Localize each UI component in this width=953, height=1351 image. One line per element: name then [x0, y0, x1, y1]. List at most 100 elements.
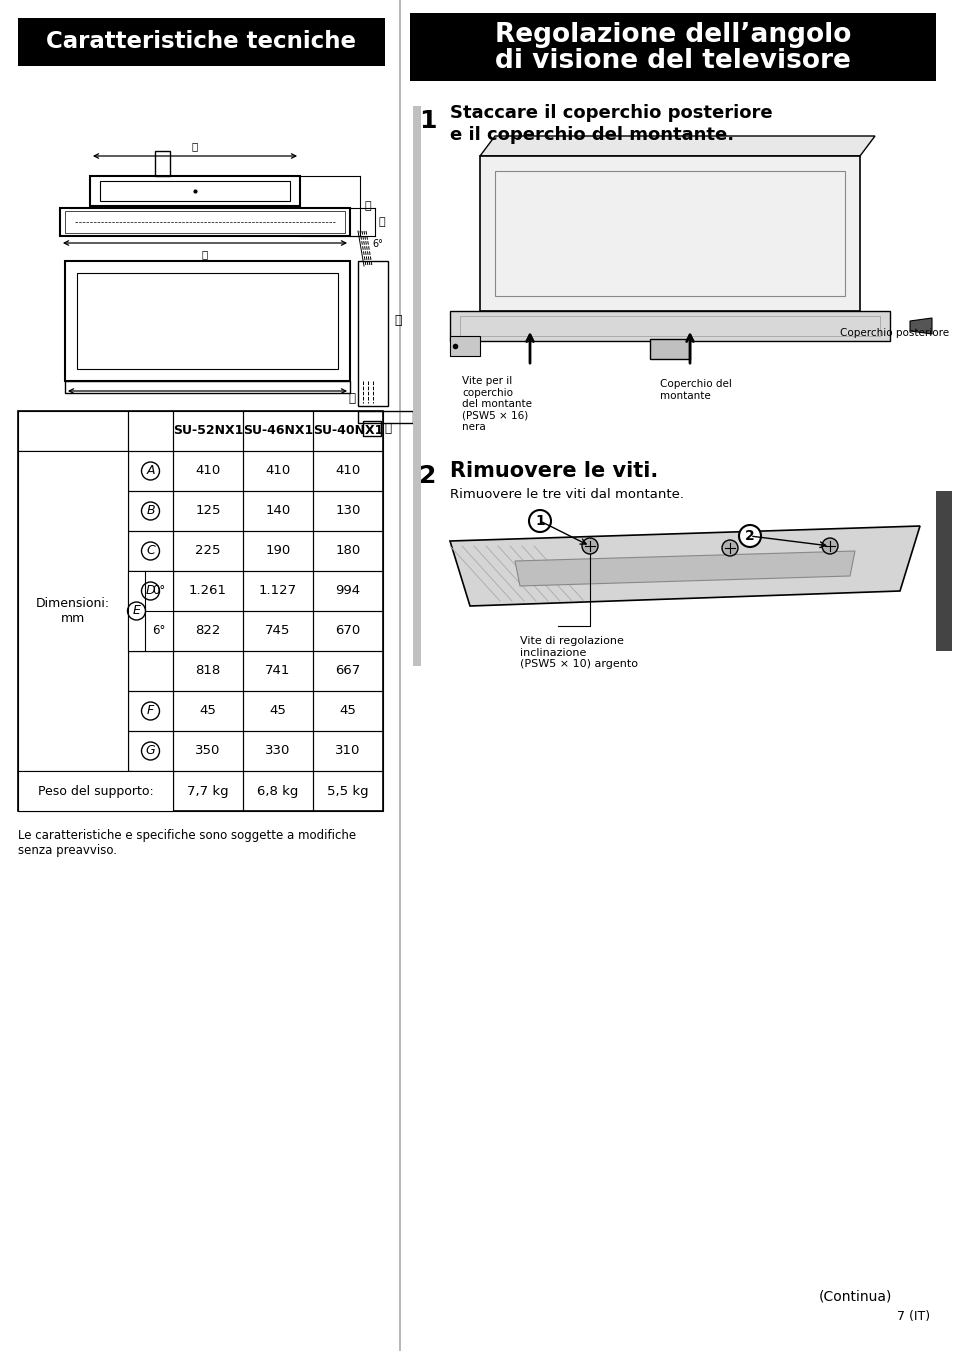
Bar	[18, 571, 128, 611]
Text: 1.127: 1.127	[258, 585, 296, 597]
Bar	[313, 651, 382, 690]
Bar	[459, 316, 879, 336]
Bar	[243, 731, 313, 771]
Circle shape	[721, 540, 738, 557]
Bar	[357, 261, 388, 407]
Bar	[243, 651, 313, 690]
Bar	[18, 731, 128, 771]
Text: 1.261: 1.261	[189, 585, 227, 597]
Bar	[243, 571, 313, 611]
Bar	[65, 211, 345, 232]
Text: 140: 140	[265, 504, 291, 517]
Text: Ⓓ: Ⓓ	[202, 249, 208, 259]
Text: (Continua): (Continua)	[818, 1289, 891, 1302]
Text: e il coperchio del montante.: e il coperchio del montante.	[450, 126, 734, 145]
Bar	[128, 571, 172, 651]
Bar	[172, 490, 243, 531]
Bar	[18, 651, 128, 690]
Text: 180: 180	[335, 544, 360, 558]
Bar	[128, 411, 172, 451]
Text: Vite di regolazione
inclinazione
(PSW5 × 10) argento: Vite di regolazione inclinazione (PSW5 ×…	[519, 636, 638, 669]
Text: 6°: 6°	[152, 624, 166, 638]
Text: 818: 818	[195, 665, 220, 677]
Text: F: F	[147, 704, 154, 717]
Bar	[18, 771, 172, 811]
Bar	[128, 531, 172, 571]
Text: 667: 667	[335, 665, 360, 677]
Bar	[313, 771, 382, 811]
Bar	[243, 690, 313, 731]
Bar	[128, 651, 172, 690]
Text: Coperchio posteriore: Coperchio posteriore	[840, 328, 948, 338]
Text: B: B	[146, 504, 154, 517]
Bar	[313, 411, 382, 451]
Text: 2: 2	[744, 530, 754, 543]
Text: 225: 225	[195, 544, 220, 558]
Bar	[77, 273, 337, 369]
Text: Rimuovere le viti.: Rimuovere le viti.	[450, 461, 658, 481]
Circle shape	[821, 538, 837, 554]
Bar	[100, 181, 290, 201]
Text: C: C	[146, 544, 154, 558]
Text: 7 (IT): 7 (IT)	[897, 1310, 929, 1323]
Bar	[172, 571, 243, 611]
Text: 5,5 kg: 5,5 kg	[327, 785, 369, 797]
Text: 410: 410	[335, 465, 360, 477]
Text: 745: 745	[265, 624, 291, 638]
Text: 45: 45	[199, 704, 216, 717]
Bar	[128, 731, 172, 771]
Text: Ⓕ: Ⓕ	[348, 393, 355, 405]
Text: Staccare il coperchio posteriore: Staccare il coperchio posteriore	[450, 104, 772, 122]
Text: 330: 330	[265, 744, 291, 758]
Text: 7,7 kg: 7,7 kg	[187, 785, 229, 797]
Text: Le caratteristiche e specifiche sono soggette a modifiche
senza preavviso.: Le caratteristiche e specifiche sono sog…	[18, 830, 355, 857]
Text: 6°: 6°	[372, 239, 382, 249]
Bar	[18, 690, 128, 731]
Bar	[128, 490, 172, 531]
Text: G: G	[146, 744, 155, 758]
Bar	[495, 172, 844, 296]
Text: Rimuovere le tre viti dal montante.: Rimuovere le tre viti dal montante.	[450, 488, 683, 500]
Bar	[172, 731, 243, 771]
Bar	[18, 771, 128, 811]
Circle shape	[529, 509, 551, 532]
Bar	[313, 611, 382, 651]
Text: 741: 741	[265, 665, 291, 677]
Text: di visione del televisore: di visione del televisore	[495, 49, 850, 74]
Text: 350: 350	[195, 744, 220, 758]
Text: Ⓑ: Ⓑ	[365, 201, 372, 211]
Bar	[65, 261, 350, 381]
Bar	[172, 611, 243, 651]
Text: Coperchio del
montante: Coperchio del montante	[659, 380, 731, 401]
Text: Ⓒ: Ⓒ	[378, 218, 385, 227]
Bar	[243, 611, 313, 651]
Bar	[128, 451, 172, 490]
Bar	[313, 571, 382, 611]
Bar	[243, 490, 313, 531]
Text: 6,8 kg: 6,8 kg	[257, 785, 298, 797]
Text: 0°: 0°	[152, 585, 166, 597]
Circle shape	[581, 538, 598, 554]
Text: Ⓔ: Ⓔ	[394, 315, 401, 327]
Text: SU-52NX1: SU-52NX1	[172, 424, 243, 438]
Text: SU-40NX1: SU-40NX1	[313, 424, 383, 438]
Bar	[243, 411, 313, 451]
Bar	[313, 531, 382, 571]
Polygon shape	[450, 526, 919, 607]
Bar	[363, 422, 380, 436]
Bar	[90, 176, 299, 205]
Bar	[172, 531, 243, 571]
Bar	[450, 311, 889, 340]
Text: 822: 822	[195, 624, 220, 638]
Text: Regolazione dell’angolo: Regolazione dell’angolo	[495, 22, 850, 49]
Bar	[18, 490, 128, 531]
Polygon shape	[909, 317, 931, 334]
Text: Ⓖ: Ⓖ	[384, 423, 391, 435]
Bar	[128, 611, 172, 651]
Bar	[243, 531, 313, 571]
Bar	[18, 451, 128, 771]
Bar	[313, 731, 382, 771]
Bar	[649, 339, 689, 359]
Text: 2: 2	[419, 463, 436, 488]
Bar	[172, 690, 243, 731]
